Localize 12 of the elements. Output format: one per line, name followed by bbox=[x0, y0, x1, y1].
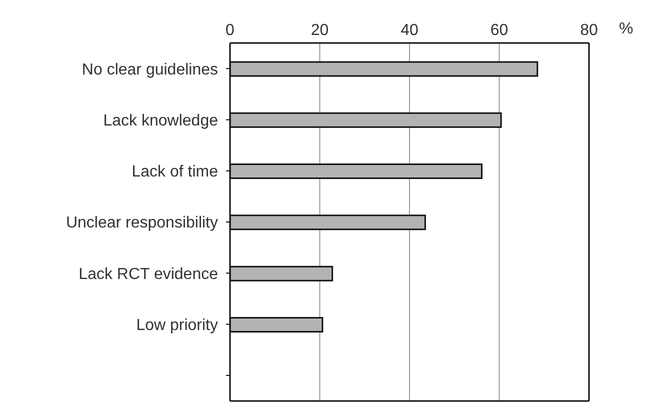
y-tick-label: Lack of time bbox=[132, 164, 218, 181]
y-tick-label: Unclear responsibility bbox=[66, 214, 218, 232]
x-tick-label: 20 bbox=[310, 22, 329, 39]
y-tick-label: No clear guidelines bbox=[82, 61, 218, 78]
y-tick-label: Low priority bbox=[136, 316, 218, 334]
x-tick-label: 0 bbox=[226, 22, 235, 39]
y-tick-label: Lack knowledge bbox=[103, 112, 218, 130]
y-tick-label: Lack RCT evidence bbox=[78, 266, 218, 283]
x-tick-label: 80 bbox=[580, 22, 598, 39]
x-tick-label: 40 bbox=[400, 22, 418, 39]
x-tick-label: 60 bbox=[490, 22, 508, 39]
x-axis-title: % bbox=[619, 20, 634, 38]
